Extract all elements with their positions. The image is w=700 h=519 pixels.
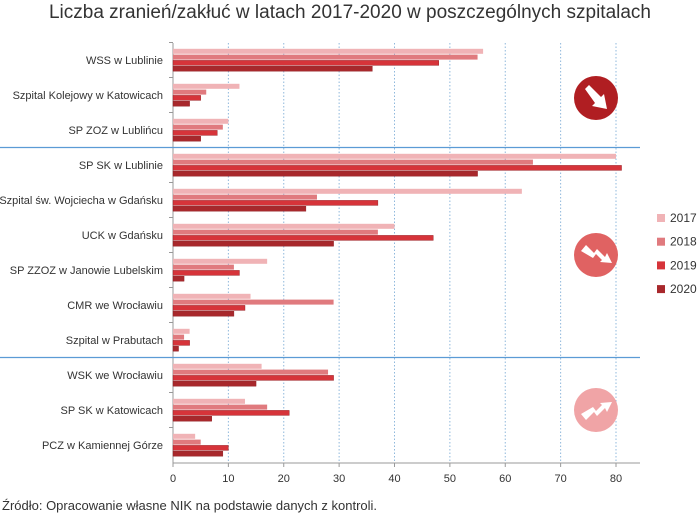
bar-2019-6 [172, 270, 240, 276]
bar-2020-11 [172, 451, 224, 457]
bar-2018-5 [173, 229, 378, 235]
bar-2020-8 [172, 346, 179, 352]
category-label: UCK w Gdańsku [82, 230, 163, 242]
bar-2018-3 [173, 159, 533, 165]
bar-2018-11 [173, 439, 201, 445]
category-label: PCZ w Kamiennej Górze [42, 440, 163, 452]
legend-label-2020: 2020 [670, 282, 697, 296]
bar-2019-9 [172, 375, 334, 381]
x-tick-label: 50 [444, 473, 456, 485]
bar-2019-7 [172, 305, 246, 311]
bar-2018-1 [173, 89, 207, 95]
zigzag-down-icon [574, 233, 618, 277]
bar-2017-3 [173, 153, 616, 159]
legend-label-2017: 2017 [670, 211, 697, 225]
bar-2020-0 [172, 65, 373, 72]
trend-arrow [585, 85, 607, 109]
bar-2017-1 [173, 83, 240, 89]
bar-2018-0 [173, 54, 478, 60]
bar-2018-2 [173, 124, 223, 130]
bar-2019-4 [172, 200, 379, 206]
bar-2020-3 [172, 170, 478, 177]
bar-2019-0 [172, 60, 439, 66]
bar-2018-7 [173, 299, 334, 305]
bar-2019-2 [172, 130, 218, 136]
bar-2018-10 [173, 404, 268, 410]
category-label: CMR we Wrocławiu [67, 300, 163, 312]
category-label: SP SK w Lublinie [79, 160, 163, 172]
x-tick-label: 40 [388, 473, 400, 485]
category-label: Szpital Kolejowy w Katowicach [13, 90, 163, 102]
bar-2017-0 [173, 48, 484, 54]
bar-2017-9 [173, 363, 262, 369]
x-tick-label: 20 [278, 473, 290, 485]
bar-2019-3 [172, 165, 622, 171]
bar-2017-11 [173, 433, 196, 439]
bar-2018-4 [173, 194, 317, 200]
legend-label-2018: 2018 [670, 235, 697, 249]
x-tick-label: 30 [333, 473, 345, 485]
category-label: SP ZOZ w Lublińcu [68, 125, 163, 137]
x-tick-label: 10 [222, 473, 234, 485]
bar-2017-4 [173, 188, 522, 194]
bar-2018-8 [173, 334, 185, 340]
bar-2018-6 [173, 264, 234, 270]
bar-2017-10 [173, 398, 245, 404]
bar-2017-7 [173, 293, 251, 299]
zigzag-up-icon [574, 388, 618, 432]
bar-2020-6 [172, 276, 185, 282]
arrow-down-right-icon [574, 76, 618, 120]
trend-arrow [581, 402, 612, 420]
bar-2020-7 [172, 311, 235, 317]
category-label: Szpital św. Wojciecha w Gdańsku [0, 195, 163, 207]
bar-2020-5 [172, 240, 334, 247]
bar-2019-1 [172, 95, 201, 101]
bar-2019-8 [172, 340, 190, 346]
category-label: SP SK w Katowicach [60, 405, 163, 417]
bar-2017-5 [173, 223, 395, 229]
bar-2020-9 [172, 381, 257, 387]
bar-2019-10 [172, 410, 290, 416]
bar-2020-4 [172, 205, 307, 212]
bar-2018-9 [173, 369, 329, 375]
bar-2017-6 [173, 258, 268, 264]
trend-circle [574, 233, 618, 277]
bar-2020-1 [172, 100, 190, 107]
bar-2017-8 [173, 328, 190, 334]
x-tick-label: 80 [610, 473, 622, 485]
category-label: WSK we Wrocławiu [67, 370, 163, 382]
bar-2019-11 [172, 445, 229, 451]
legend-swatch-2017 [657, 214, 665, 222]
legend-swatch-2018 [657, 237, 665, 246]
bar-2020-10 [172, 416, 212, 422]
legend-swatch-2019 [657, 261, 665, 270]
legend-swatch-2020 [657, 285, 665, 294]
source-note: Źródło: Opracowanie własne NIK na podsta… [2, 498, 378, 513]
bar-2017-2 [173, 118, 229, 124]
category-label: WSS w Lublinie [86, 55, 163, 67]
trend-circle [574, 388, 618, 432]
x-tick-label: 0 [170, 473, 176, 485]
category-label: SP ZZOZ w Janowie Lubelskim [10, 265, 163, 277]
legend-label-2019: 2019 [670, 258, 697, 272]
trend-arrow [581, 245, 612, 263]
x-tick-label: 70 [555, 473, 567, 485]
bar-2020-2 [172, 135, 201, 142]
bar-2019-5 [172, 235, 434, 241]
x-tick-label: 60 [499, 473, 511, 485]
chart-title: Liczba zranień/zakłuć w latach 2017-2020… [48, 2, 651, 23]
category-label: Szpital w Prabutach [66, 335, 163, 347]
